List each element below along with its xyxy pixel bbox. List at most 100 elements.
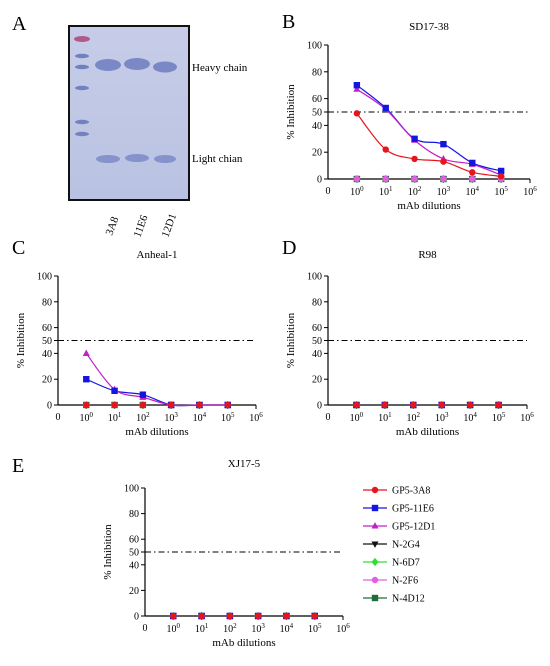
legend-marker-n-2g4 [371, 541, 379, 548]
legend-label: N-4D12 [392, 594, 425, 605]
data-point-gp5-3a8 [466, 401, 474, 409]
data-point-gp5-3a8 [283, 612, 290, 620]
y-tick-label: 60 [312, 323, 322, 334]
x-tick-label: 100 [167, 622, 181, 635]
data-point-gp5-11e6 [139, 391, 147, 398]
y-tick-label: 0 [134, 612, 139, 623]
y-axis-label: % Inhibition [15, 312, 27, 368]
y-tick-label: 50 [312, 108, 322, 119]
ladder-band [75, 119, 89, 125]
panel-letter-a: A [12, 13, 27, 35]
x-tick-label: 103 [164, 411, 178, 424]
lane-label: 11E6 [132, 213, 151, 239]
data-point-gp5-11e6 [411, 135, 418, 142]
y-tick-label: 60 [42, 323, 52, 334]
data-point-gp5-3a8 [170, 612, 177, 620]
legend-marker-n-4d12 [371, 594, 379, 602]
y-tick-label: 100 [37, 272, 52, 283]
chart-title: XJ17-5 [228, 458, 261, 470]
data-point-n-2f6 [382, 175, 389, 183]
x-tick-label: 100 [350, 411, 364, 424]
x-tick-label: 105 [494, 185, 508, 198]
data-point-gp5-3a8 [224, 401, 231, 409]
data-point-gp5-11e6 [440, 140, 447, 148]
chart-title: SD17-38 [409, 21, 449, 33]
x-axis-label: mAb dilutions [396, 426, 459, 438]
y-tick-label: 80 [312, 297, 322, 308]
panel-letter-c: C [12, 237, 25, 259]
heavy-chain-label: Heavy chain [192, 62, 248, 74]
ladder-band [74, 36, 90, 42]
x-tick-label: 103 [251, 622, 265, 635]
lane-label: 12D1 [160, 212, 180, 239]
y-tick-label: 40 [312, 349, 322, 360]
data-point-gp5-3a8 [353, 110, 361, 117]
legend-marker-n-2f6 [371, 576, 379, 584]
legend-marker-gp5-11e6 [371, 504, 379, 512]
x-tick-label: 104 [466, 185, 480, 198]
x-tick-label: 100 [80, 411, 94, 424]
chart-title: Anheal-1 [137, 249, 178, 261]
data-point-gp5-3a8 [254, 612, 262, 620]
y-axis-label: % Inhibition [285, 84, 297, 140]
x-tick-label: 106 [336, 622, 350, 635]
y-tick-label: 60 [129, 535, 139, 546]
light-chain-label: Light chian [192, 153, 243, 165]
data-point-gp5-3a8 [381, 401, 389, 409]
data-point-gp5-3a8 [353, 401, 360, 409]
chart-sd17-38: SD17-38 0 20 40 50 60 80 100 0 100 101 102 103 104 105… [285, 21, 537, 212]
x-tick-label: 101 [378, 411, 392, 424]
data-point-gp5-11e6 [353, 82, 361, 89]
x-tick-label: 101 [195, 622, 209, 635]
data-point-gp5-11e6 [469, 159, 476, 167]
ladder-band [75, 53, 89, 59]
y-tick-label: 20 [129, 586, 139, 597]
y-tick-label: 0 [47, 401, 52, 412]
x-axis-label: mAb dilutions [125, 426, 188, 438]
y-tick-label: 80 [129, 509, 139, 520]
ladder-band [75, 64, 89, 70]
x-tick-label: 0 [326, 412, 331, 423]
light-chain-band [154, 155, 176, 163]
data-point-gp5-3a8 [311, 612, 318, 620]
y-tick-label: 50 [42, 336, 52, 347]
data-point-gp5-3a8 [111, 401, 118, 409]
data-point-n-2f6 [469, 175, 476, 183]
y-tick-label: 20 [312, 148, 322, 159]
legend-label: GP5-11E6 [392, 504, 434, 515]
x-tick-label: 0 [143, 623, 148, 634]
legend-marker-gp5-12d1 [371, 522, 379, 529]
x-axis-label: mAb dilutions [397, 200, 460, 212]
x-tick-label: 106 [249, 411, 263, 424]
light-chain-band [96, 155, 120, 163]
data-point-gp5-3a8 [83, 401, 90, 409]
data-point-gp5-3a8 [226, 612, 234, 620]
ladder-band [75, 131, 89, 137]
data-point-gp5-3a8 [382, 146, 389, 153]
legend-label: N-6D7 [392, 558, 420, 569]
x-tick-label: 104 [280, 622, 294, 635]
data-point-gp5-3a8 [411, 155, 418, 163]
x-tick-label: 106 [523, 185, 537, 198]
y-tick-label: 40 [42, 349, 52, 360]
light-chain-band [125, 154, 149, 162]
y-tick-label: 0 [317, 401, 322, 412]
legend-marker-gp5-3a8 [371, 486, 379, 494]
data-point-gp5-11e6 [497, 167, 505, 175]
legend: GP5-3A8 GP5-11E6 GP5-12D1 N-2G4 N-6D7 N-2F6 N-… [363, 486, 435, 605]
x-tick-label: 104 [193, 411, 207, 424]
fit-curve-gp5-11e6 [356, 84, 502, 172]
x-tick-label: 102 [136, 411, 150, 424]
y-tick-label: 40 [129, 560, 139, 571]
panel-letter-d: D [282, 237, 296, 259]
data-point-gp5-3a8 [497, 173, 505, 180]
data-point-gp5-3a8 [438, 401, 445, 409]
heavy-chain-band [153, 61, 177, 73]
data-point-gp5-11e6 [382, 104, 389, 112]
x-tick-label: 105 [308, 622, 322, 635]
data-point-gp5-11e6 [111, 387, 118, 395]
x-axis-label: mAb dilutions [212, 637, 275, 649]
gel-image [68, 25, 190, 201]
